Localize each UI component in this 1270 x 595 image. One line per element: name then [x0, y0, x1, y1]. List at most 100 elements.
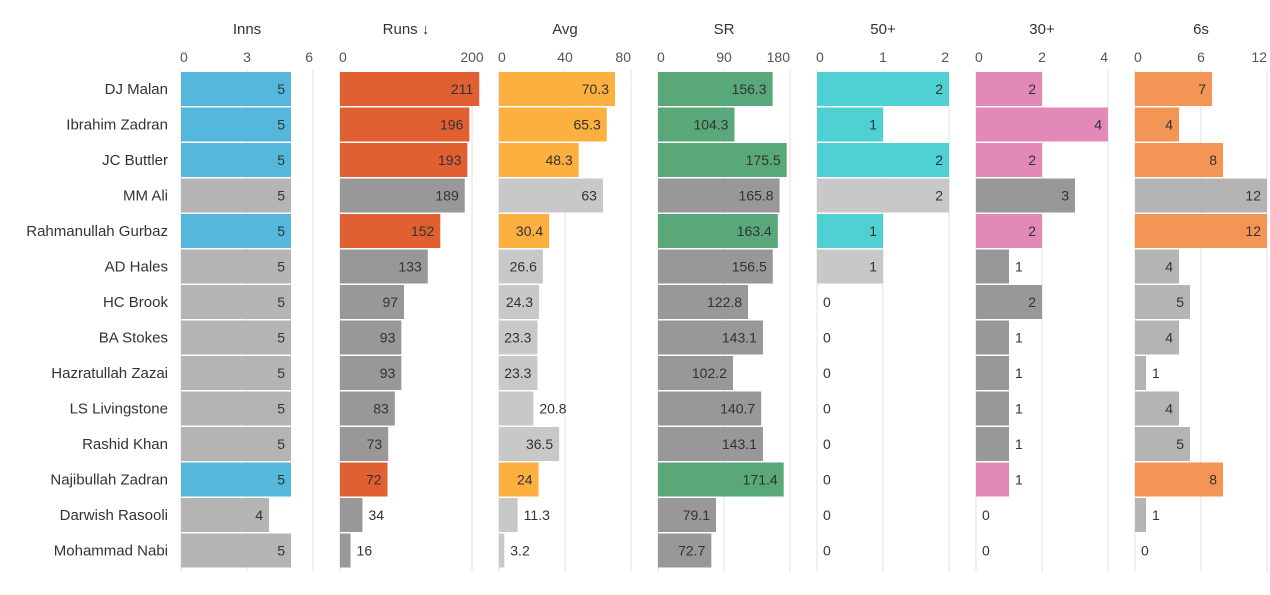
- tick-label-50-0: 0: [816, 49, 824, 65]
- value-label-avg-ba-stokes: 23.3: [504, 330, 531, 346]
- value-label-30-ba-stokes: 1: [1015, 330, 1023, 346]
- tick-label-avg-1: 40: [557, 49, 573, 65]
- value-label-6s-ad-hales: 4: [1165, 259, 1173, 275]
- bar-30-rashid-khan: [976, 427, 1009, 461]
- bar-sr-mohammad-nabi: [658, 533, 712, 568]
- value-label-avg-ibrahim-zadran: 65.3: [573, 117, 600, 133]
- bar-sr-jc-buttler: [658, 143, 787, 177]
- value-label-sr-ls-livingstone: 140.7: [720, 401, 755, 417]
- bar-sr-rashid-khan: [658, 427, 763, 461]
- bar-30-jc-buttler: [976, 143, 1042, 177]
- bar-30-hazratullah-zazai: [976, 356, 1009, 390]
- value-label-30-hazratullah-zazai: 1: [1015, 365, 1023, 381]
- value-label-50-darwish-rasooli: 0: [823, 507, 831, 523]
- value-label-6s-hc-brook: 5: [1176, 294, 1184, 310]
- bar-inns-rahmanullah-gurbaz: [181, 214, 291, 248]
- value-label-sr-jc-buttler: 175.5: [746, 152, 781, 168]
- bar-30-mm-ali: [976, 178, 1075, 213]
- value-label-6s-hazratullah-zazai: 1: [1152, 365, 1160, 381]
- value-label-6s-jc-buttler: 8: [1209, 152, 1217, 168]
- bar-30-najibullah-zadran: [976, 462, 1009, 497]
- bar-sr-hazratullah-zazai: [658, 356, 733, 390]
- column-title-avg: Avg: [552, 21, 578, 38]
- value-label-6s-dj-malan: 7: [1198, 81, 1206, 97]
- value-label-50-ibrahim-zadran: 1: [869, 117, 877, 133]
- tick-label-50-1: 1: [879, 49, 887, 65]
- bar-sr-ls-livingstone: [658, 391, 762, 426]
- bar-50-jc-buttler: [817, 143, 949, 177]
- value-label-runs-mm-ali: 189: [435, 188, 459, 204]
- value-label-avg-mohammad-nabi: 3.2: [510, 543, 530, 559]
- column-title-sr: SR: [714, 21, 735, 38]
- tick-label-avg-0: 0: [498, 49, 506, 65]
- tick-label-6s-1: 6: [1197, 49, 1205, 65]
- bar-runs-hc-brook: [340, 285, 405, 319]
- value-label-sr-ba-stokes: 143.1: [722, 330, 757, 346]
- bar-runs-ls-livingstone: [340, 391, 395, 426]
- bar-avg-ba-stokes: [499, 320, 538, 355]
- bar-6s-ad-hales: [1135, 249, 1179, 284]
- tick-label-inns-1: 3: [243, 49, 251, 65]
- bar-avg-dj-malan: [499, 72, 615, 106]
- bar-sr-rahmanullah-gurbaz: [658, 214, 778, 248]
- tick-label-6s-2: 12: [1251, 49, 1267, 65]
- bar-30-hc-brook: [976, 285, 1042, 319]
- value-label-avg-rahmanullah-gurbaz: 30.4: [516, 223, 543, 239]
- value-label-avg-mm-ali: 63: [581, 188, 597, 204]
- player-name-jc-buttler: JC Buttler: [102, 152, 168, 169]
- bar-inns-ba-stokes: [181, 320, 291, 355]
- tick-label-sr-0: 0: [657, 49, 665, 65]
- column-title-50: 50+: [870, 21, 896, 38]
- player-name-hazratullah-zazai: Hazratullah Zazai: [51, 365, 168, 382]
- value-label-avg-ad-hales: 26.6: [510, 259, 537, 275]
- bar-6s-ls-livingstone: [1135, 391, 1179, 426]
- value-label-30-mm-ali: 3: [1061, 188, 1069, 204]
- bar-sr-ibrahim-zadran: [658, 107, 735, 142]
- value-label-runs-ibrahim-zadran: 196: [440, 117, 464, 133]
- value-label-inns-hazratullah-zazai: 5: [277, 365, 285, 381]
- value-label-runs-rahmanullah-gurbaz: 152: [411, 223, 435, 239]
- value-label-avg-jc-buttler: 48.3: [545, 152, 572, 168]
- value-label-avg-najibullah-zadran: 24: [517, 472, 533, 488]
- value-label-runs-rashid-khan: 73: [367, 436, 383, 452]
- value-label-runs-ad-hales: 133: [398, 259, 422, 275]
- bar-sr-darwish-rasooli: [658, 498, 717, 532]
- value-label-avg-hazratullah-zazai: 23.3: [504, 365, 531, 381]
- bar-6s-dj-malan: [1135, 72, 1212, 106]
- bar-30-ba-stokes: [976, 320, 1009, 355]
- value-label-50-mm-ali: 2: [935, 188, 943, 204]
- bar-inns-darwish-rasooli: [181, 498, 269, 532]
- bar-runs-najibullah-zadran: [340, 462, 388, 497]
- value-label-sr-hazratullah-zazai: 102.2: [692, 365, 727, 381]
- value-label-30-ibrahim-zadran: 4: [1094, 117, 1102, 133]
- value-label-50-mohammad-nabi: 0: [823, 543, 831, 559]
- value-label-30-jc-buttler: 2: [1028, 152, 1036, 168]
- bar-inns-jc-buttler: [181, 143, 291, 177]
- value-label-sr-hc-brook: 122.8: [707, 294, 742, 310]
- bar-runs-ad-hales: [340, 249, 428, 284]
- player-name-darwish-rasooli: Darwish Rasooli: [60, 507, 168, 524]
- player-name-ba-stokes: BA Stokes: [99, 330, 168, 347]
- value-label-6s-rashid-khan: 5: [1176, 436, 1184, 452]
- tick-label-avg-2: 80: [615, 49, 631, 65]
- value-label-30-dj-malan: 2: [1028, 81, 1036, 97]
- bar-avg-hc-brook: [499, 285, 540, 319]
- bar-avg-najibullah-zadran: [499, 462, 539, 497]
- value-label-sr-dj-malan: 156.3: [732, 81, 767, 97]
- value-label-50-hc-brook: 0: [823, 294, 831, 310]
- value-label-sr-ad-hales: 156.5: [732, 259, 767, 275]
- value-label-runs-ba-stokes: 93: [380, 330, 396, 346]
- value-label-6s-najibullah-zadran: 8: [1209, 472, 1217, 488]
- bar-6s-darwish-rasooli: [1135, 498, 1146, 532]
- value-label-inns-mm-ali: 5: [277, 188, 285, 204]
- bar-avg-ibrahim-zadran: [499, 107, 607, 142]
- value-label-30-rahmanullah-gurbaz: 2: [1028, 223, 1036, 239]
- bar-runs-rahmanullah-gurbaz: [340, 214, 441, 248]
- value-label-6s-mm-ali: 12: [1245, 188, 1261, 204]
- value-label-30-hc-brook: 2: [1028, 294, 1036, 310]
- bar-avg-rashid-khan: [499, 427, 560, 461]
- tick-label-6s-0: 0: [1134, 49, 1142, 65]
- value-label-runs-jc-buttler: 193: [438, 152, 462, 168]
